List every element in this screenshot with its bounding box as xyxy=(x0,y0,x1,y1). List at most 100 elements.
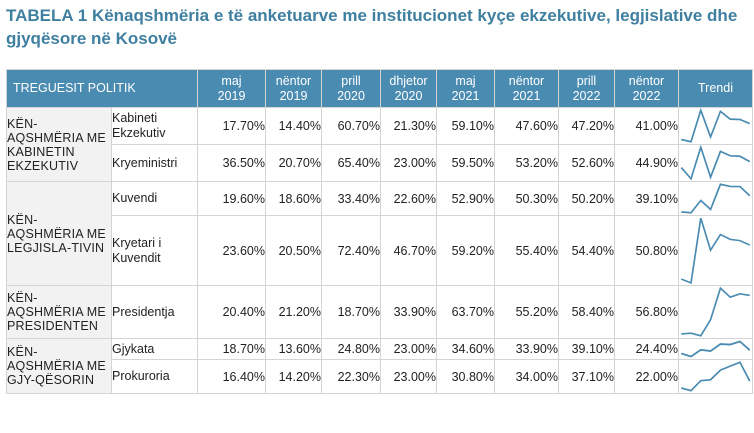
trend-line xyxy=(680,145,751,181)
value-cell: 30.80% xyxy=(436,359,495,394)
trend-sparkline-svg xyxy=(680,217,751,285)
value-cell: 33.40% xyxy=(321,181,381,216)
value-cell: 17.70% xyxy=(197,107,266,145)
value-cell: 60.70% xyxy=(321,107,381,145)
value-cell: 59.10% xyxy=(436,107,495,145)
value-cell: 44.90% xyxy=(614,144,679,182)
value-cell: 47.20% xyxy=(558,107,615,145)
value-cell: 50.80% xyxy=(614,215,679,286)
value-cell: 23.60% xyxy=(197,215,266,286)
group-label: KËN-AQSHMËRIA ME PRESIDENTEN xyxy=(6,285,112,339)
value-cell: 24.40% xyxy=(614,338,679,360)
trend-sparkline-svg xyxy=(681,340,751,358)
value-cell: 65.40% xyxy=(321,144,381,182)
value-cell: 56.80% xyxy=(614,285,679,339)
value-cell: 52.90% xyxy=(436,181,495,216)
table-row: KËN-AQSHMËRIA ME LEGJISLA-TIVIN Kuvendi … xyxy=(6,181,753,286)
value-cell: 39.10% xyxy=(558,338,615,360)
trend-sparkline-svg xyxy=(681,361,751,392)
trend-sparkline xyxy=(678,285,753,339)
value-cell: 20.40% xyxy=(197,285,266,339)
table-row: Kryeministri 36.50% 20.70% 65.40% 23.00%… xyxy=(7,144,753,182)
table-row: Kryetari i Kuvendit 23.60% 20.50% 72.40%… xyxy=(7,215,753,286)
group-label: KËN-AQSHMËRIA ME GJY-QËSORIN xyxy=(6,338,112,394)
value-cell: 20.50% xyxy=(265,215,322,286)
trend-sparkline xyxy=(678,338,753,360)
trend-sparkline xyxy=(678,107,753,145)
institution-label: Kuvendi xyxy=(111,181,198,216)
trend-line xyxy=(681,183,751,214)
value-cell: 14.20% xyxy=(265,359,322,394)
value-cell: 18.70% xyxy=(197,338,266,360)
value-cell: 59.50% xyxy=(436,144,495,182)
table-row: Prokuroria 16.40% 14.20% 22.30% 23.00% 3… xyxy=(7,359,753,394)
trend-sparkline-svg xyxy=(680,145,751,181)
institution-label: Kryeministri xyxy=(111,144,198,182)
header-period: maj 2021 xyxy=(436,69,495,108)
table-row: KËN-AQSHMËRIA ME PRESIDENTEN Presidentja… xyxy=(6,285,753,339)
trend-line xyxy=(680,217,751,285)
header-trend: Trendi xyxy=(678,69,753,108)
institution-label: Presidentja xyxy=(111,285,198,339)
value-cell: 13.60% xyxy=(265,338,322,360)
value-cell: 33.90% xyxy=(494,338,559,360)
value-cell: 41.00% xyxy=(614,107,679,145)
trend-sparkline xyxy=(678,215,753,286)
trend-sparkline-svg xyxy=(681,286,750,337)
value-cell: 23.00% xyxy=(380,338,437,360)
trend-sparkline xyxy=(678,181,753,216)
trend-line xyxy=(681,286,750,337)
institution-label: Kabineti Ekzekutiv xyxy=(111,107,198,145)
header-indicators: TREGUESIT POLITIK xyxy=(6,69,198,108)
value-cell: 33.90% xyxy=(380,285,437,339)
value-cell: 53.20% xyxy=(494,144,559,182)
trend-sparkline xyxy=(678,359,753,394)
group-label: KËN-AQSHMËRIA ME LEGJISLA-TIVIN xyxy=(6,181,112,286)
header-period: nëntor 2021 xyxy=(494,69,559,108)
table-title: TABELA 1 Kënaqshmëria e të anketuarve me… xyxy=(6,6,738,48)
table-row: KËN-AQSHMËRIA ME KABINETIN EKZEKUTIV Kab… xyxy=(6,107,753,182)
header-row: TREGUESIT POLITIK maj 2019 nëntor 2019 pri… xyxy=(6,69,753,108)
header-period: nëntor 2019 xyxy=(265,69,322,108)
institution-label: Prokuroria xyxy=(111,359,198,394)
value-cell: 22.30% xyxy=(321,359,381,394)
value-cell: 58.40% xyxy=(558,285,615,339)
value-cell: 19.60% xyxy=(197,181,266,216)
value-cell: 16.40% xyxy=(197,359,266,394)
trend-line xyxy=(681,361,751,392)
value-cell: 23.00% xyxy=(380,359,437,394)
table-row: KËN-AQSHMËRIA ME GJY-QËSORIN Gjykata 18.… xyxy=(6,338,753,394)
value-cell: 39.10% xyxy=(614,181,679,216)
value-cell: 55.40% xyxy=(494,215,559,286)
value-cell: 21.30% xyxy=(380,107,437,145)
value-cell: 59.20% xyxy=(436,215,495,286)
value-cell: 34.00% xyxy=(494,359,559,394)
value-cell: 22.00% xyxy=(614,359,679,394)
header-period: prill 2020 xyxy=(321,69,381,108)
value-cell: 37.10% xyxy=(558,359,615,394)
value-cell: 52.60% xyxy=(558,144,615,182)
trend-sparkline-svg xyxy=(681,183,751,214)
value-cell: 18.70% xyxy=(321,285,381,339)
value-cell: 54.40% xyxy=(558,215,615,286)
value-cell: 72.40% xyxy=(321,215,381,286)
value-cell: 23.00% xyxy=(380,144,437,182)
value-cell: 14.40% xyxy=(265,107,322,145)
institution-label: Gjykata xyxy=(111,338,198,360)
trend-sparkline xyxy=(678,144,753,182)
value-cell: 46.70% xyxy=(380,215,437,286)
header-period: nëntor 2022 xyxy=(614,69,679,108)
trend-sparkline-svg xyxy=(681,108,751,143)
value-cell: 50.20% xyxy=(558,181,615,216)
header-period: maj 2019 xyxy=(197,69,266,108)
value-cell: 63.70% xyxy=(436,285,495,339)
value-cell: 36.50% xyxy=(197,144,266,182)
value-cell: 24.80% xyxy=(321,338,381,360)
trend-line xyxy=(681,340,751,358)
value-cell: 18.60% xyxy=(265,181,322,216)
value-cell: 20.70% xyxy=(265,144,322,182)
value-cell: 21.20% xyxy=(265,285,322,339)
header-period: dhjetor 2020 xyxy=(380,69,437,108)
group-label: KËN-AQSHMËRIA ME KABINETIN EKZEKUTIV xyxy=(6,107,112,182)
trend-line xyxy=(681,108,751,143)
